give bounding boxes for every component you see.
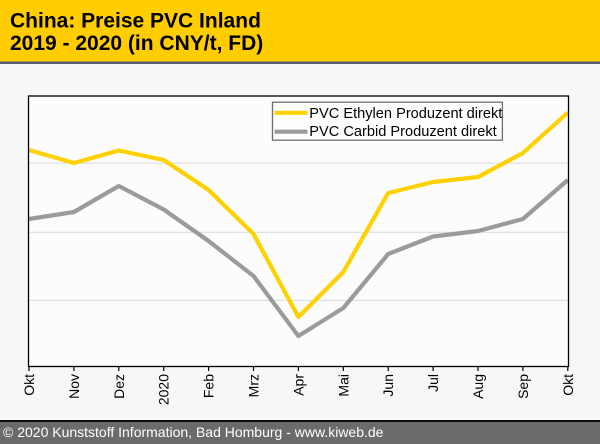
svg-text:Jul: Jul [425,374,441,392]
svg-text:Mai: Mai [335,374,351,397]
svg-text:Nov: Nov [66,374,82,399]
svg-text:Apr: Apr [290,374,306,396]
svg-text:Mrz: Mrz [246,374,262,397]
svg-text:Okt: Okt [560,374,576,396]
svg-text:Feb: Feb [201,374,217,398]
svg-text:PVC Ethylen Produzent direkt: PVC Ethylen Produzent direkt [309,106,502,122]
svg-text:PVC Carbid Produzent direkt: PVC Carbid Produzent direkt [309,124,496,140]
svg-text:Aug: Aug [470,374,486,399]
svg-text:© 2020 Kunststoff Information,: © 2020 Kunststoff Information, Bad Hombu… [3,424,384,440]
svg-text:Sep: Sep [515,374,531,399]
svg-text:2019 - 2020 (in CNY/t, FD): 2019 - 2020 (in CNY/t, FD) [10,32,263,55]
svg-text:Dez: Dez [111,374,127,399]
svg-text:Okt: Okt [21,374,37,396]
svg-text:China: Preise PVC Inland: China: Preise PVC Inland [10,9,261,32]
svg-text:Jun: Jun [380,374,396,397]
svg-text:2020: 2020 [156,374,172,405]
